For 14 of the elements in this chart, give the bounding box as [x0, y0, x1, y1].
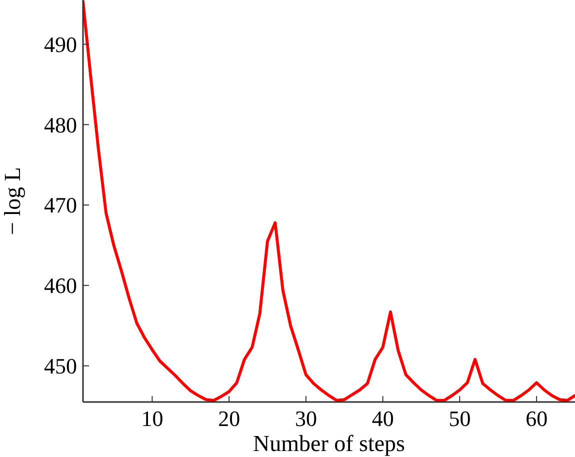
x-tick-label: 10	[141, 406, 164, 431]
y-tick-label: 470	[44, 192, 77, 218]
x-tick-label: 20	[218, 406, 240, 431]
y-tick-label: 460	[44, 273, 77, 298]
x-axis-title: Number of steps	[252, 431, 406, 456]
y-tick-label: 480	[44, 112, 77, 138]
x-tick-label: 40	[372, 406, 394, 431]
y-tick-label: 490	[44, 32, 77, 57]
y-tick-label: 450	[44, 354, 77, 379]
x-tick-label: 50	[448, 406, 471, 431]
line-series	[83, 0, 575, 402]
x-tick-label: 30	[294, 406, 317, 431]
y-axis-title: − log L	[0, 167, 25, 235]
x-tick-label: 60	[526, 406, 548, 431]
